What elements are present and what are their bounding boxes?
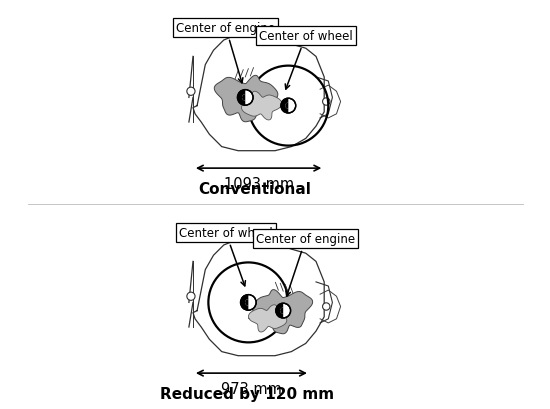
Circle shape: [322, 99, 330, 106]
Wedge shape: [276, 303, 283, 318]
Wedge shape: [242, 95, 245, 101]
Circle shape: [285, 103, 292, 110]
Wedge shape: [285, 103, 288, 110]
Text: Center of wheel: Center of wheel: [179, 227, 273, 286]
Circle shape: [187, 88, 195, 96]
Polygon shape: [252, 290, 312, 334]
Circle shape: [240, 295, 256, 310]
Text: 1093 mm: 1093 mm: [223, 177, 294, 192]
Text: Center of wheel: Center of wheel: [259, 30, 353, 90]
Wedge shape: [245, 299, 249, 306]
Circle shape: [245, 299, 251, 306]
Wedge shape: [280, 308, 283, 314]
Circle shape: [281, 99, 296, 114]
Text: 973 mm: 973 mm: [221, 381, 282, 396]
Circle shape: [280, 308, 287, 314]
Circle shape: [187, 292, 195, 301]
Wedge shape: [240, 295, 249, 310]
Text: Center of engine: Center of engine: [176, 22, 276, 84]
Polygon shape: [214, 76, 278, 123]
Circle shape: [322, 303, 330, 310]
Polygon shape: [241, 92, 282, 121]
Circle shape: [238, 90, 253, 106]
Wedge shape: [281, 99, 288, 114]
Circle shape: [242, 95, 249, 101]
Text: Conventional: Conventional: [198, 181, 311, 196]
Text: Center of engine: Center of engine: [256, 233, 355, 297]
Text: Reduced by 120 mm: Reduced by 120 mm: [160, 386, 334, 401]
Polygon shape: [249, 305, 287, 332]
Circle shape: [276, 303, 290, 318]
Wedge shape: [238, 90, 245, 106]
